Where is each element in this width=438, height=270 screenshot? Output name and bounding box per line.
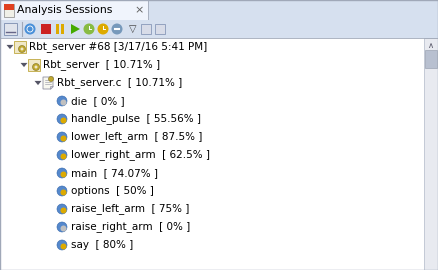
Circle shape: [57, 132, 67, 142]
Circle shape: [60, 100, 67, 106]
Circle shape: [112, 23, 123, 35]
Text: raise_left_arm  [ 75% ]: raise_left_arm [ 75% ]: [71, 204, 189, 214]
Polygon shape: [71, 24, 80, 34]
Circle shape: [60, 244, 67, 249]
Circle shape: [98, 23, 109, 35]
Bar: [0, 0, 438, 20]
Text: main  [ 74.07% ]: main [ 74.07% ]: [71, 168, 158, 178]
Circle shape: [57, 114, 67, 124]
Circle shape: [21, 48, 24, 50]
Text: lower_left_arm  [ 87.5% ]: lower_left_arm [ 87.5% ]: [71, 131, 202, 143]
Text: Analysis Sessions: Analysis Sessions: [17, 5, 113, 15]
FancyBboxPatch shape: [4, 23, 17, 35]
Bar: [0, 20, 438, 38]
FancyBboxPatch shape: [4, 4, 14, 17]
Text: lower_right_arm  [ 62.5% ]: lower_right_arm [ 62.5% ]: [71, 150, 210, 160]
Circle shape: [18, 46, 25, 52]
Circle shape: [57, 222, 67, 232]
Bar: [61, 24, 64, 34]
Polygon shape: [35, 81, 42, 85]
Text: Rbt_server.c  [ 10.71% ]: Rbt_server.c [ 10.71% ]: [57, 77, 182, 89]
Circle shape: [57, 96, 67, 106]
Circle shape: [60, 208, 67, 214]
Circle shape: [49, 76, 53, 82]
Circle shape: [60, 190, 67, 195]
Bar: [41, 24, 51, 34]
FancyBboxPatch shape: [155, 24, 165, 34]
Text: ∧: ∧: [428, 42, 434, 50]
FancyBboxPatch shape: [4, 4, 14, 10]
Circle shape: [60, 171, 67, 177]
Polygon shape: [21, 63, 28, 67]
Text: Rbt_server #68 [3/17/16 5:41 PM]: Rbt_server #68 [3/17/16 5:41 PM]: [29, 42, 207, 52]
Text: ×: ×: [134, 5, 144, 15]
Circle shape: [60, 117, 67, 123]
Circle shape: [60, 225, 67, 231]
Text: options  [ 50% ]: options [ 50% ]: [71, 186, 154, 196]
Circle shape: [60, 136, 67, 141]
Bar: [425, 50, 437, 68]
FancyBboxPatch shape: [141, 24, 151, 34]
Polygon shape: [50, 86, 53, 89]
Text: ▽: ▽: [129, 24, 137, 34]
Text: say  [ 80% ]: say [ 80% ]: [71, 240, 133, 250]
FancyBboxPatch shape: [28, 59, 40, 71]
Circle shape: [57, 240, 67, 250]
Text: Rbt_server  [ 10.71% ]: Rbt_server [ 10.71% ]: [43, 60, 160, 70]
Bar: [424, 38, 438, 270]
Bar: [0, 0, 148, 20]
Text: raise_right_arm  [ 0% ]: raise_right_arm [ 0% ]: [71, 222, 190, 232]
Circle shape: [32, 63, 39, 70]
Circle shape: [57, 168, 67, 178]
Circle shape: [60, 154, 67, 160]
Circle shape: [25, 23, 35, 35]
Text: die  [ 0% ]: die [ 0% ]: [71, 96, 125, 106]
Text: handle_pulse  [ 55.56% ]: handle_pulse [ 55.56% ]: [71, 114, 201, 124]
Polygon shape: [7, 45, 14, 49]
Polygon shape: [43, 77, 53, 89]
Circle shape: [57, 186, 67, 196]
Bar: [56, 24, 59, 34]
Circle shape: [35, 66, 38, 69]
Circle shape: [84, 23, 95, 35]
Circle shape: [57, 204, 67, 214]
Circle shape: [57, 150, 67, 160]
FancyBboxPatch shape: [14, 41, 26, 53]
